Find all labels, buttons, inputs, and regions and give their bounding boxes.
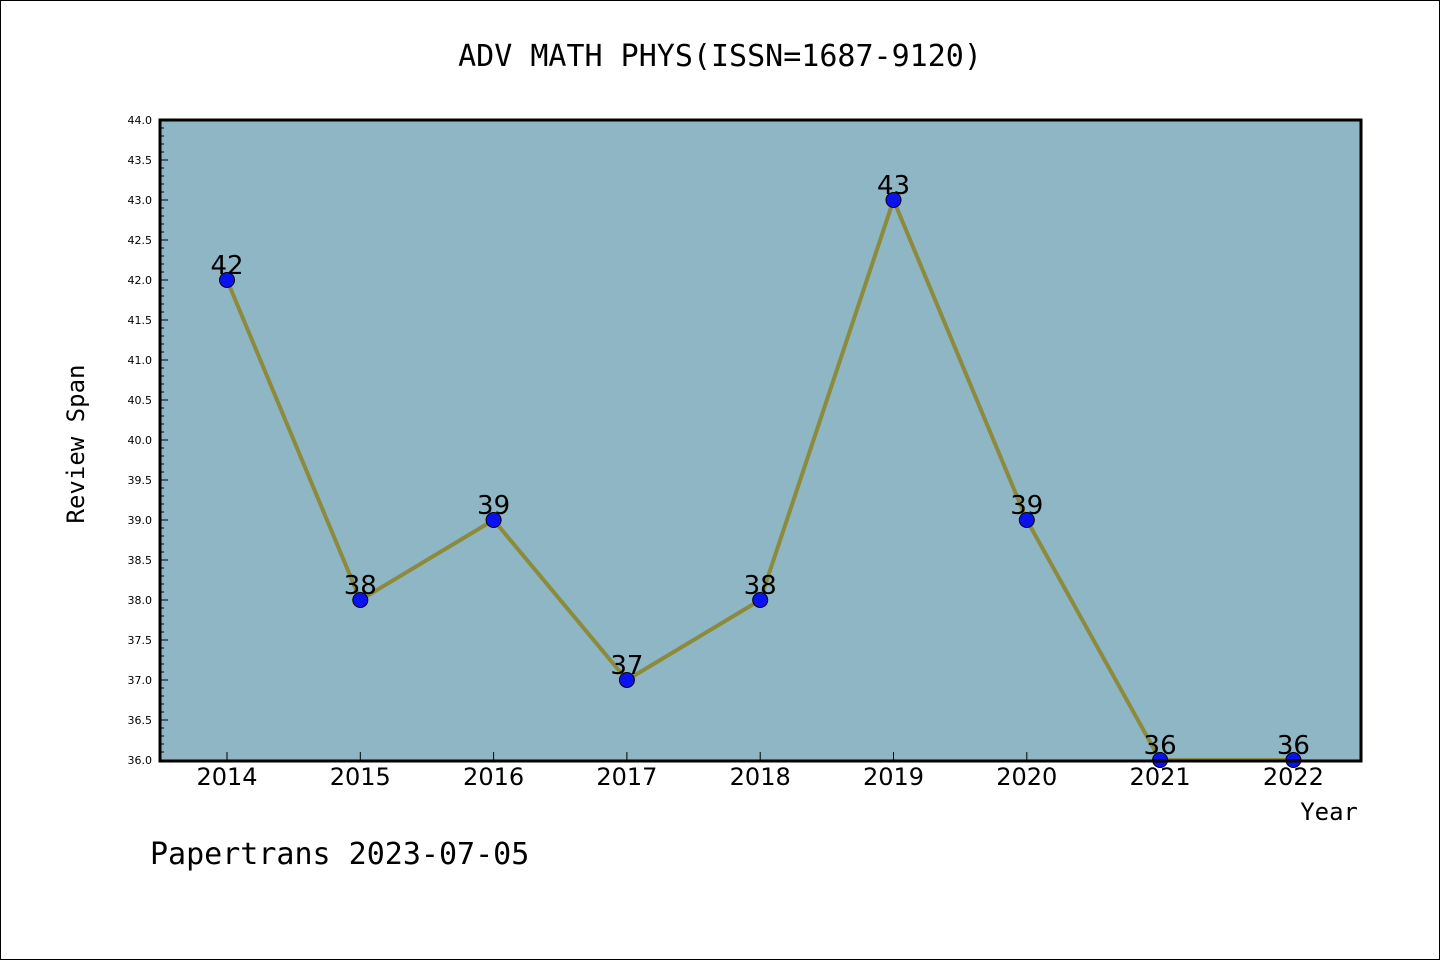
plot-border — [158, 118, 1363, 763]
data-label: 43 — [877, 171, 910, 201]
y-tick-label: 40.0 — [128, 434, 153, 447]
plot-area — [160, 120, 1361, 761]
x-tick-label: 2014 — [196, 763, 257, 791]
y-tick-label: 39.5 — [128, 474, 153, 487]
data-label: 38 — [344, 571, 377, 601]
y-tick-label: 40.5 — [128, 394, 153, 407]
data-label: 36 — [1277, 731, 1310, 761]
y-tick-label: 36.0 — [128, 754, 153, 767]
data-point — [219, 272, 235, 288]
footer-credit: Papertrans 2023-07-05 — [150, 837, 529, 872]
x-tick-label: 2018 — [730, 763, 791, 791]
y-tick-label: 41.5 — [128, 314, 153, 327]
y-tick-label: 41.0 — [128, 354, 153, 367]
data-label: 42 — [210, 251, 243, 281]
y-tick-label: 43.5 — [128, 154, 153, 167]
y-tick-label: 38.5 — [128, 554, 153, 567]
y-tick-label: 38.0 — [128, 594, 153, 607]
y-tick-label: 39.0 — [128, 514, 153, 527]
data-points — [219, 192, 1302, 768]
data-point — [352, 592, 369, 608]
data-label: 37 — [610, 651, 643, 681]
x-tick-label: 2016 — [463, 763, 524, 791]
y-tick-label: 42.0 — [128, 274, 153, 287]
x-axis-label: Year — [1300, 798, 1358, 826]
data-label: 36 — [1144, 731, 1177, 761]
x-tick-label: 2020 — [996, 763, 1057, 791]
data-label: 39 — [1010, 491, 1043, 521]
y-tick-label: 37.5 — [128, 634, 153, 647]
y-tick-label: 37.0 — [128, 674, 153, 687]
data-point — [752, 592, 769, 608]
data-point — [618, 672, 635, 688]
data-point — [885, 192, 902, 208]
data-label: 39 — [477, 491, 510, 521]
x-tick-label: 2015 — [330, 763, 391, 791]
x-tick-label: 2019 — [863, 763, 924, 791]
data-point — [1018, 512, 1035, 528]
y-tick-label: 42.5 — [128, 234, 153, 247]
data-point — [485, 512, 502, 528]
y-axis-label: Review Span — [62, 365, 90, 524]
y-axis: 36.0 36.5 37.0 37.5 38.0 38.5 39.0 39.5 40.0 40.5… — [128, 114, 168, 767]
data-labels: 42 38 39 37 38 43 39 36 36 — [210, 171, 1309, 761]
y-tick-label: 44.0 — [128, 114, 153, 127]
data-label: 38 — [744, 571, 777, 601]
y-tick-label: 43.0 — [128, 194, 153, 207]
y-tick-label: 36.5 — [128, 714, 153, 727]
chart-title: ADV MATH PHYS(ISSN=1687-9120) — [458, 39, 982, 74]
x-tick-label: 2017 — [596, 763, 657, 791]
